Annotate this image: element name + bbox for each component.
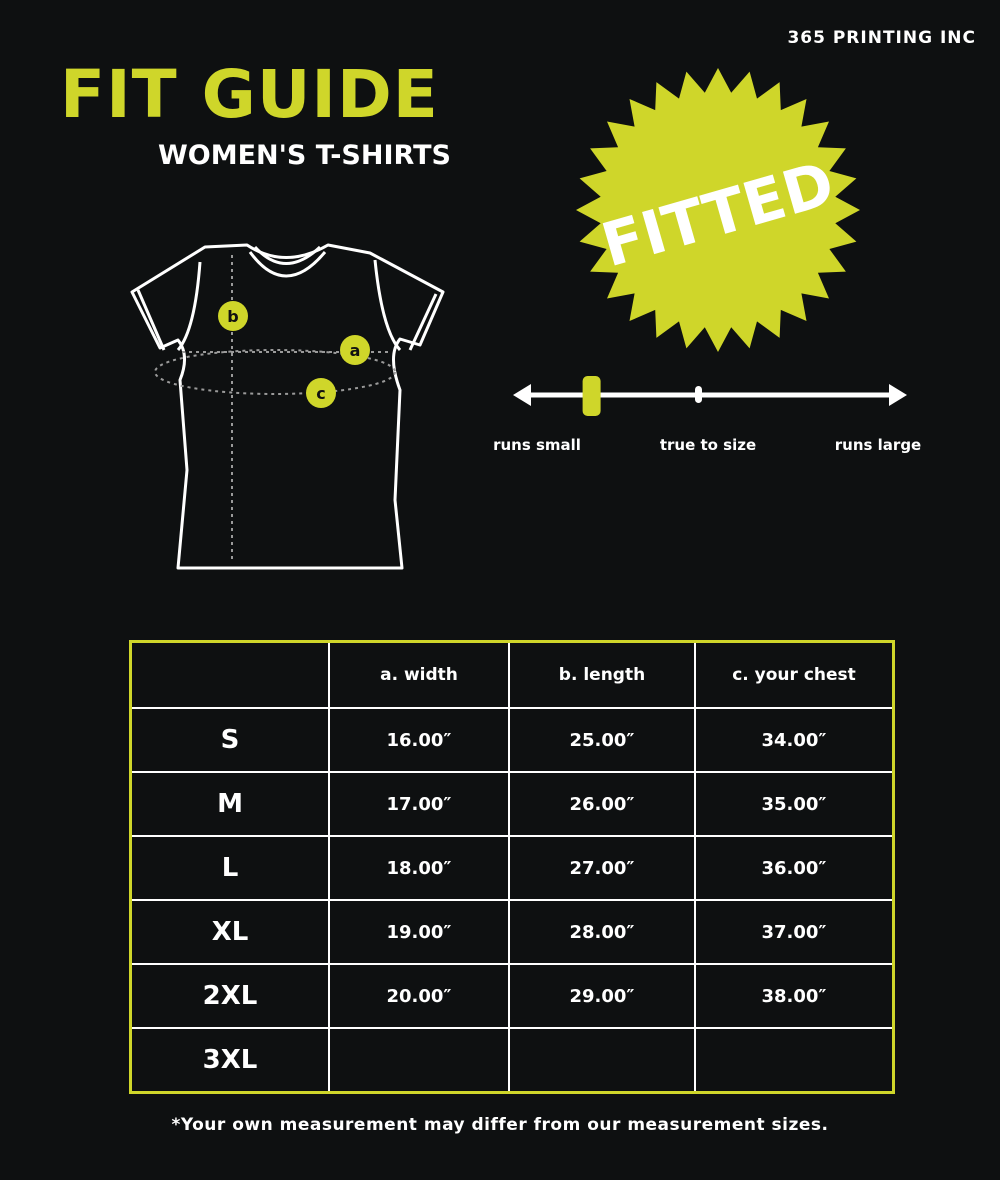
measurement-cell: 29.00″ bbox=[508, 963, 696, 1029]
fit-scale bbox=[513, 376, 907, 416]
scale-label-runs-large: runs large bbox=[834, 436, 922, 454]
svg-text:c: c bbox=[316, 384, 325, 403]
fitted-badge: FITTED bbox=[576, 68, 860, 352]
svg-text:a: a bbox=[350, 341, 361, 360]
arrow-right-icon bbox=[889, 384, 907, 406]
table-header: a. width bbox=[328, 640, 510, 709]
size-label: 2XL bbox=[129, 963, 330, 1029]
size-label: M bbox=[129, 771, 330, 837]
measurement-cell bbox=[508, 1027, 696, 1094]
measurement-cell: 18.00″ bbox=[328, 835, 510, 901]
arrow-left-icon bbox=[513, 384, 531, 406]
page-subtitle: WOMEN'S T-SHIRTS bbox=[158, 140, 451, 171]
marker-a: a bbox=[340, 335, 370, 365]
brand-name: 365 PRINTING INC bbox=[787, 28, 976, 48]
marker-c: c bbox=[306, 378, 336, 408]
measurement-cell: 25.00″ bbox=[508, 707, 696, 773]
tshirt-diagram: b a c bbox=[130, 243, 445, 570]
measurement-cell: 28.00″ bbox=[508, 899, 696, 965]
marker-b: b bbox=[218, 301, 248, 331]
measurement-cell: 38.00″ bbox=[694, 963, 895, 1029]
size-label: L bbox=[129, 835, 330, 901]
starburst-shape bbox=[576, 68, 860, 352]
table-row: S 16.00″ 25.00″ 34.00″ bbox=[129, 707, 895, 773]
page-title: FIT GUIDE bbox=[60, 56, 439, 133]
table-row: 2XL 20.00″ 29.00″ 38.00″ bbox=[129, 963, 895, 1029]
measurement-cell: 37.00″ bbox=[694, 899, 895, 965]
measurement-cell: 19.00″ bbox=[328, 899, 510, 965]
scale-label-runs-small: runs small bbox=[493, 436, 581, 454]
measurement-cell: 34.00″ bbox=[694, 707, 895, 773]
true-to-size-tick bbox=[695, 386, 702, 403]
fit-marker bbox=[582, 376, 601, 416]
measurement-cell: 26.00″ bbox=[508, 771, 696, 837]
table-row: 3XL bbox=[129, 1027, 895, 1094]
footnote: *Your own measurement may differ from ou… bbox=[171, 1115, 829, 1135]
measurement-cell: 16.00″ bbox=[328, 707, 510, 773]
table-row: M 17.00″ 26.00″ 35.00″ bbox=[129, 771, 895, 837]
measurement-cell: 27.00″ bbox=[508, 835, 696, 901]
table-row: XL 19.00″ 28.00″ 37.00″ bbox=[129, 899, 895, 965]
measurement-cell: 20.00″ bbox=[328, 963, 510, 1029]
size-table: a. width b. length c. your chest S 16.00″… bbox=[129, 640, 895, 1094]
size-label: XL bbox=[129, 899, 330, 965]
scale-label-true-to-size: true to size bbox=[659, 436, 757, 454]
size-label: S bbox=[129, 707, 330, 773]
table-header-row: a. width b. length c. your chest bbox=[129, 640, 895, 709]
svg-text:b: b bbox=[227, 307, 238, 326]
table-header: b. length bbox=[508, 640, 696, 709]
measurement-cell: 35.00″ bbox=[694, 771, 895, 837]
table-header: c. your chest bbox=[694, 640, 895, 709]
measurement-cell bbox=[694, 1027, 895, 1094]
measurement-cell bbox=[328, 1027, 510, 1094]
measurement-cell: 17.00″ bbox=[328, 771, 510, 837]
table-row: L 18.00″ 27.00″ 36.00″ bbox=[129, 835, 895, 901]
measurement-cell: 36.00″ bbox=[694, 835, 895, 901]
table-header bbox=[129, 640, 330, 709]
size-label: 3XL bbox=[129, 1027, 330, 1094]
